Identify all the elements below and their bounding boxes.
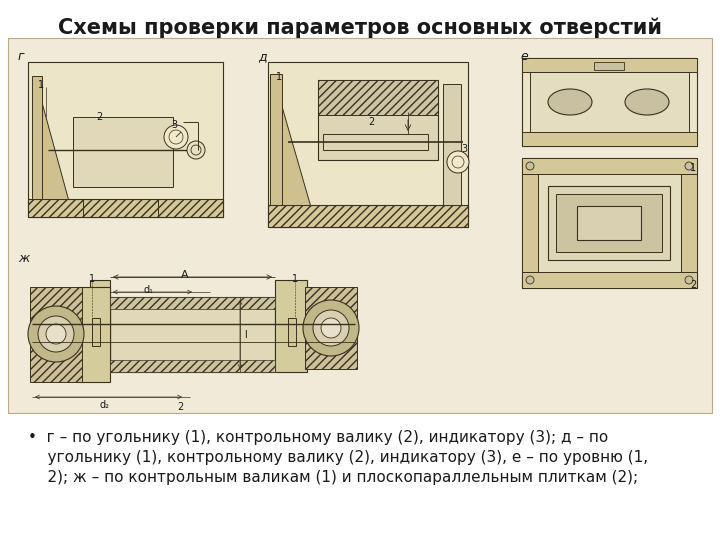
Circle shape xyxy=(46,324,66,344)
Bar xyxy=(110,360,275,372)
Text: 2); ж – по контрольным валикам (1) и плоскопараллельным плиткам (2);: 2); ж – по контрольным валикам (1) и пло… xyxy=(28,470,638,485)
Bar xyxy=(530,72,689,132)
Circle shape xyxy=(164,125,188,149)
Bar xyxy=(318,80,438,160)
Circle shape xyxy=(303,300,359,356)
Circle shape xyxy=(187,141,205,159)
Bar xyxy=(30,287,82,382)
Bar xyxy=(270,74,282,205)
Bar xyxy=(681,174,697,272)
Text: 3: 3 xyxy=(461,144,467,154)
Bar xyxy=(73,117,173,187)
Bar xyxy=(110,297,275,309)
Text: 1: 1 xyxy=(292,274,298,284)
Circle shape xyxy=(685,276,693,284)
Ellipse shape xyxy=(625,89,669,115)
Bar xyxy=(522,174,538,272)
Text: Схемы проверки параметров основных отверстий: Схемы проверки параметров основных отвер… xyxy=(58,18,662,38)
Text: 1: 1 xyxy=(690,163,696,173)
Text: угольнику (1), контрольному валику (2), индикатору (3), е – по уровню (1,: угольнику (1), контрольному валику (2), … xyxy=(28,450,648,465)
Circle shape xyxy=(685,162,693,170)
Text: 1: 1 xyxy=(276,72,282,82)
Bar xyxy=(522,158,697,174)
Bar xyxy=(577,206,641,240)
Text: 2: 2 xyxy=(368,117,374,127)
Polygon shape xyxy=(90,280,110,372)
Circle shape xyxy=(321,318,341,338)
Circle shape xyxy=(526,162,534,170)
Bar xyxy=(522,132,697,146)
Bar xyxy=(522,272,697,288)
Text: 2: 2 xyxy=(177,402,183,412)
Polygon shape xyxy=(36,82,68,199)
Ellipse shape xyxy=(548,89,592,115)
Text: е: е xyxy=(520,50,528,63)
Bar xyxy=(268,62,468,227)
Bar xyxy=(594,62,624,70)
Bar xyxy=(556,194,662,252)
Bar xyxy=(522,58,697,146)
Text: d₁: d₁ xyxy=(143,285,153,295)
Circle shape xyxy=(313,310,349,346)
Text: 3: 3 xyxy=(171,120,177,130)
Text: г: г xyxy=(18,50,24,63)
Bar xyxy=(538,174,681,272)
Bar xyxy=(548,186,670,260)
Bar xyxy=(305,287,357,369)
Bar xyxy=(323,134,428,150)
Bar xyxy=(275,280,307,372)
Text: д: д xyxy=(258,50,266,63)
Bar xyxy=(110,297,275,372)
Text: ж: ж xyxy=(18,252,30,265)
Bar xyxy=(318,80,438,115)
Text: A: A xyxy=(181,270,189,280)
Circle shape xyxy=(28,306,84,362)
Text: 1: 1 xyxy=(38,80,44,90)
Bar xyxy=(522,58,697,72)
Bar xyxy=(522,158,697,288)
Text: 1: 1 xyxy=(89,274,95,284)
Bar xyxy=(92,318,100,346)
Bar xyxy=(443,84,461,205)
Circle shape xyxy=(526,276,534,284)
Circle shape xyxy=(38,316,74,352)
Bar xyxy=(28,62,223,217)
Bar xyxy=(8,38,712,413)
Bar xyxy=(78,287,110,382)
Bar xyxy=(268,205,468,227)
Bar xyxy=(288,318,296,346)
Text: l: l xyxy=(244,330,247,340)
Polygon shape xyxy=(274,80,310,205)
Text: 2: 2 xyxy=(96,112,102,122)
Bar xyxy=(32,76,42,199)
Bar xyxy=(28,199,223,217)
Text: 2: 2 xyxy=(690,280,696,290)
Text: •  г – по угольнику (1), контрольному валику (2), индикатору (3); д – по: • г – по угольнику (1), контрольному вал… xyxy=(28,430,608,445)
Circle shape xyxy=(447,151,469,173)
Text: d₂: d₂ xyxy=(100,400,110,410)
